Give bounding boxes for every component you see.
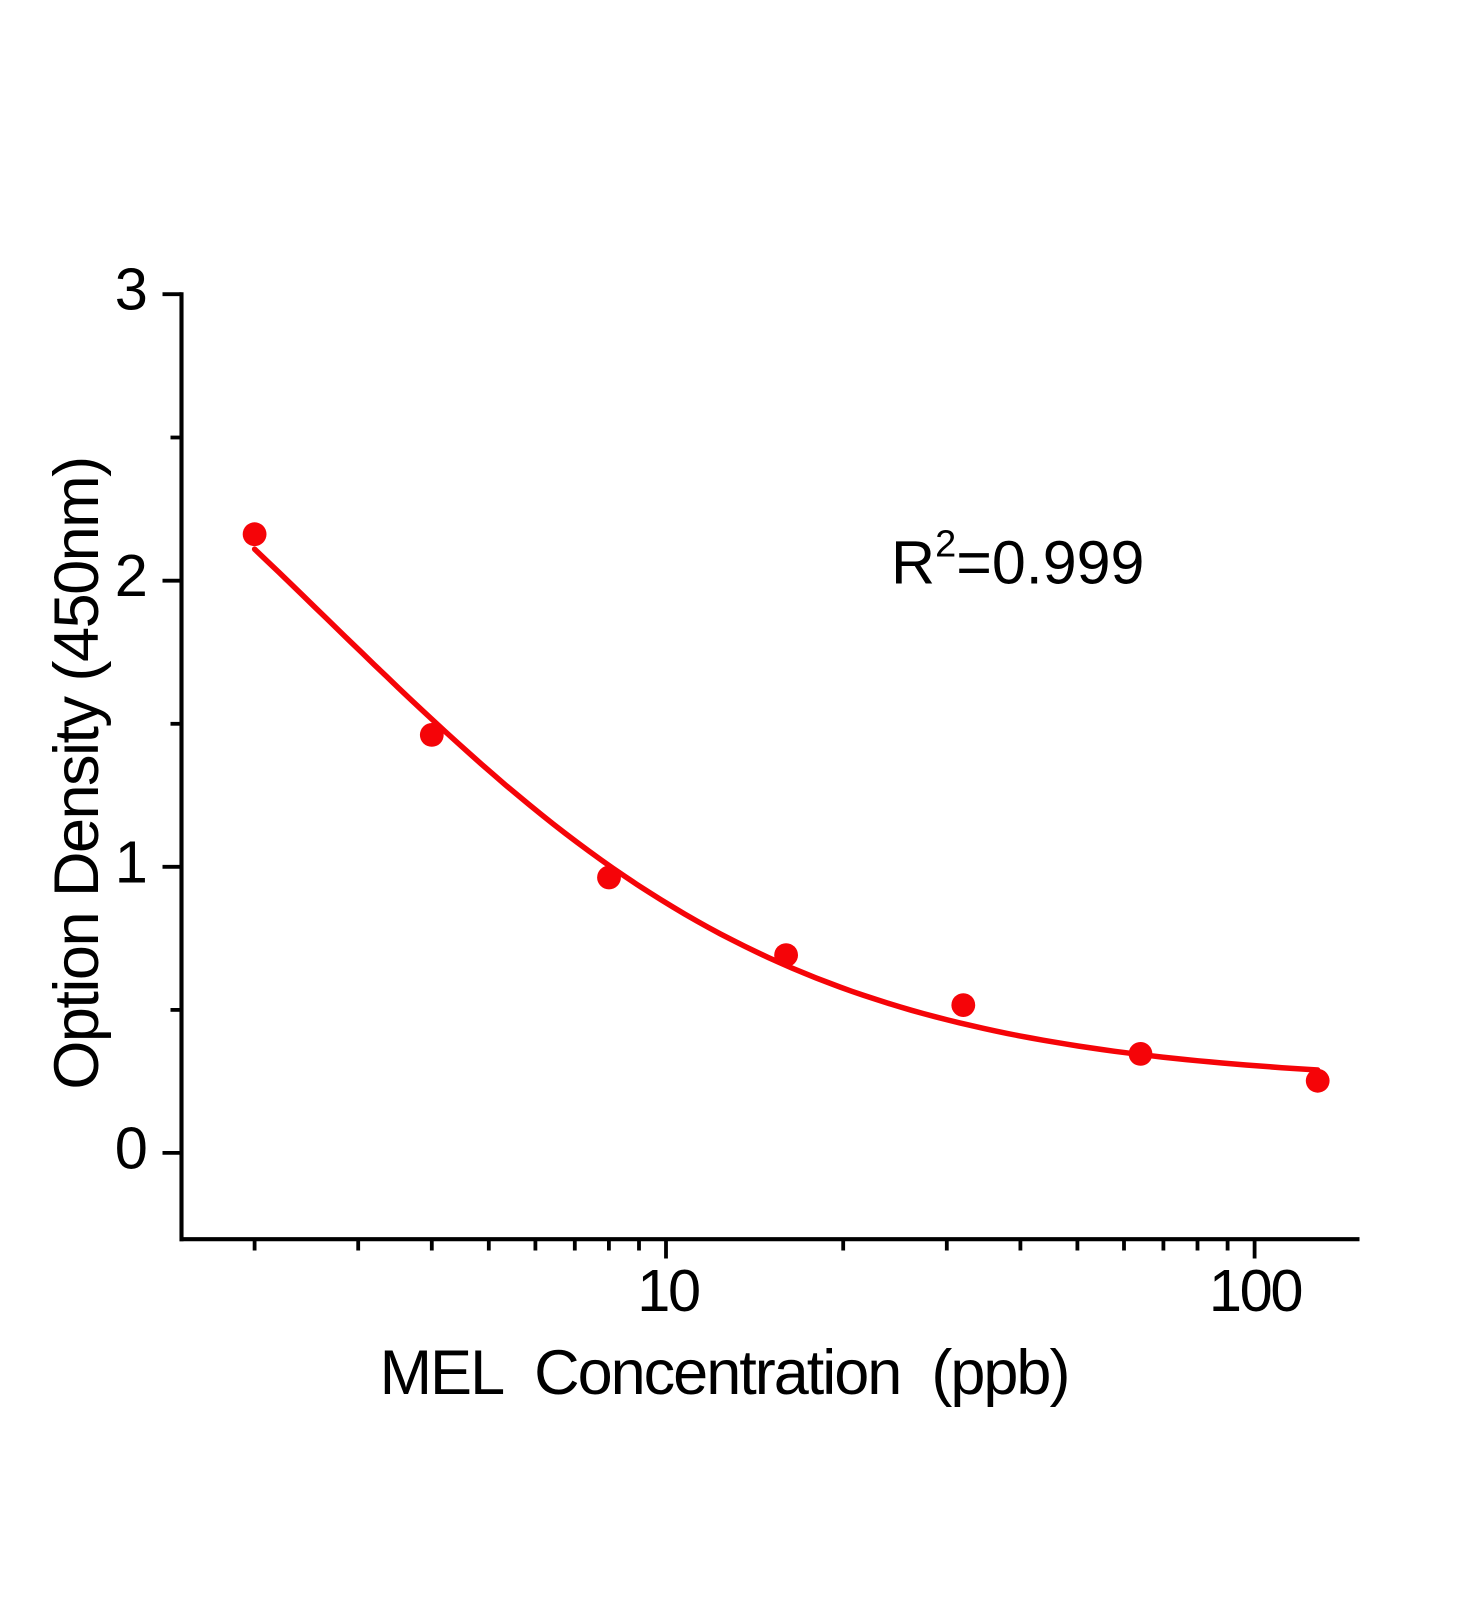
svg-text:10: 10: [637, 1257, 699, 1324]
svg-text:2: 2: [115, 542, 146, 609]
svg-text:0: 0: [115, 1114, 146, 1181]
svg-text:Option Density (450nm): Option Density (450nm): [42, 457, 112, 1089]
svg-text:100: 100: [1209, 1257, 1302, 1324]
svg-text:MEL Concentration (ppb): MEL Concentration (ppb): [380, 1338, 1069, 1408]
svg-text:1: 1: [115, 828, 146, 895]
svg-text:3: 3: [115, 256, 146, 323]
svg-text:R2=0.999: R2=0.999: [891, 523, 1144, 596]
